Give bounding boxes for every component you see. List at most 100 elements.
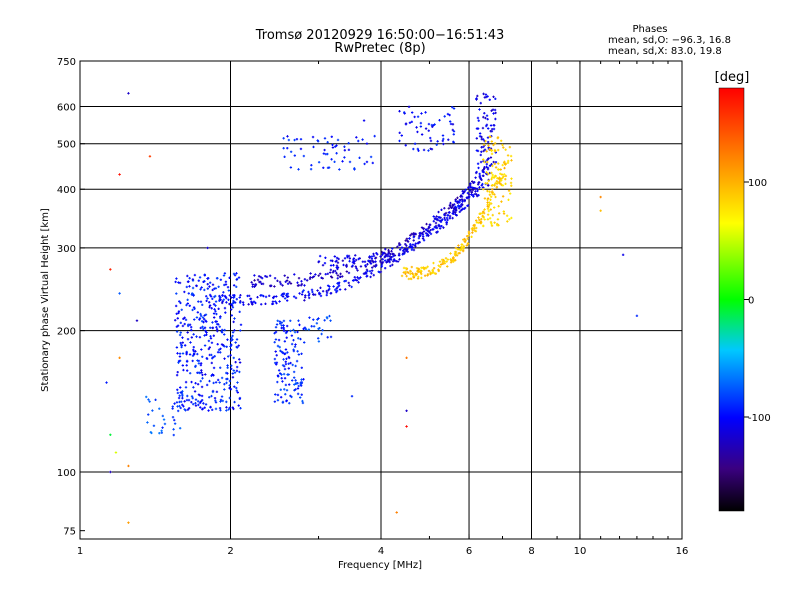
data-point	[496, 224, 499, 227]
data-point	[300, 381, 304, 384]
data-point	[286, 135, 289, 138]
data-point	[213, 308, 216, 311]
data-point	[413, 232, 417, 236]
data-point	[446, 258, 450, 261]
data-point	[456, 247, 459, 251]
data-point	[186, 331, 189, 334]
data-point	[183, 408, 186, 411]
data-point	[337, 284, 341, 287]
data-point	[335, 256, 339, 260]
data-point	[215, 312, 218, 316]
data-point	[187, 323, 190, 326]
data-point	[365, 274, 369, 278]
data-point	[158, 407, 161, 410]
data-point	[289, 166, 293, 169]
data-point	[440, 208, 443, 212]
data-point	[307, 290, 310, 294]
data-point	[268, 274, 272, 277]
data-point	[491, 108, 495, 111]
data-point	[436, 140, 439, 143]
data-point	[185, 360, 189, 363]
data-point	[371, 161, 374, 165]
data-point	[323, 148, 326, 152]
data-point	[427, 122, 431, 126]
data-point	[323, 319, 326, 322]
data-point	[454, 208, 458, 211]
data-point	[406, 250, 409, 253]
data-point	[404, 144, 407, 147]
data-point	[499, 179, 503, 182]
data-point	[250, 301, 253, 305]
data-point	[275, 354, 278, 357]
data-point	[293, 154, 297, 157]
colorbar-tick-label: -100	[748, 413, 771, 424]
data-point	[127, 92, 130, 95]
data-point	[223, 306, 227, 310]
data-point	[203, 326, 207, 329]
data-point	[334, 260, 337, 263]
data-point	[492, 112, 495, 115]
data-point	[205, 357, 209, 361]
data-point	[482, 149, 485, 153]
data-point	[496, 136, 500, 140]
data-point	[280, 376, 283, 380]
data-point	[238, 396, 242, 400]
data-point	[476, 162, 480, 165]
data-point	[286, 292, 290, 295]
data-point	[483, 208, 486, 211]
data-point	[238, 361, 242, 364]
data-point	[486, 213, 490, 216]
data-point	[188, 285, 191, 288]
data-point	[220, 343, 224, 346]
data-point	[219, 366, 222, 369]
data-point	[172, 428, 175, 431]
data-point	[383, 266, 387, 270]
data-point	[404, 122, 408, 125]
data-point	[509, 154, 513, 158]
data-point	[219, 298, 222, 302]
data-point	[204, 329, 207, 333]
data-point	[503, 160, 506, 164]
data-point	[416, 115, 420, 118]
data-point	[177, 281, 180, 284]
data-point	[271, 300, 275, 303]
data-point	[370, 257, 374, 260]
data-point	[491, 188, 494, 191]
data-point	[344, 288, 347, 291]
data-point	[420, 272, 423, 276]
data-point	[412, 147, 415, 151]
data-point	[452, 256, 455, 259]
data-point	[460, 243, 464, 246]
data-point	[493, 193, 496, 196]
data-point	[285, 336, 288, 339]
data-point	[398, 248, 402, 251]
data-point	[282, 137, 285, 140]
data-point	[317, 327, 320, 331]
data-point	[336, 138, 340, 142]
data-point	[302, 327, 305, 331]
data-point	[273, 285, 276, 288]
data-point	[504, 182, 507, 186]
data-point	[199, 300, 203, 303]
y-tick-label: 500	[57, 140, 76, 151]
data-point	[357, 257, 360, 261]
data-point	[424, 127, 428, 130]
data-point	[288, 402, 291, 405]
data-point	[214, 287, 218, 290]
data-point	[509, 181, 513, 185]
data-point	[190, 395, 194, 398]
data-point	[388, 260, 391, 264]
data-point	[228, 384, 231, 387]
data-point	[406, 247, 409, 251]
data-point	[259, 275, 263, 279]
data-point	[226, 366, 229, 369]
data-point	[184, 380, 188, 384]
data-point	[461, 203, 464, 206]
data-point	[477, 166, 480, 170]
data-point	[285, 357, 288, 360]
data-point	[351, 264, 354, 267]
data-point	[324, 256, 327, 260]
data-point	[202, 320, 205, 324]
data-point	[226, 364, 229, 367]
data-point	[193, 318, 196, 321]
